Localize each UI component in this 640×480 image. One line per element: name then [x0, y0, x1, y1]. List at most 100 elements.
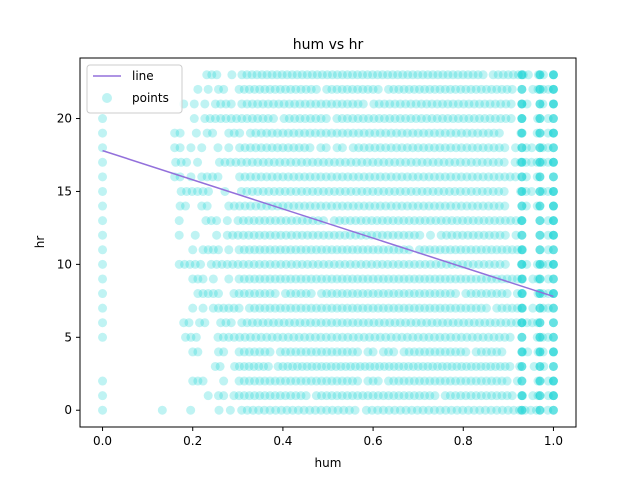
scatter-point [327, 405, 337, 415]
scatter-point [265, 303, 275, 313]
scatter-point [362, 157, 372, 167]
scatter-point [461, 376, 471, 386]
scatter-point [386, 332, 396, 342]
scatter-point [548, 186, 558, 196]
scatter-point [367, 405, 377, 415]
scatter-point [433, 157, 443, 167]
scatter-point [440, 128, 450, 138]
scatter-point [278, 361, 288, 371]
scatter-point [308, 157, 318, 167]
scatter-point [260, 245, 270, 255]
scatter-point [429, 128, 439, 138]
scatter-point [535, 376, 545, 386]
scatter-point [279, 114, 289, 124]
scatter-point [332, 376, 342, 386]
scatter-point [436, 216, 446, 226]
scatter-point [409, 216, 419, 226]
scatter-point [455, 157, 465, 167]
scatter-point [408, 128, 418, 138]
scatter-point [502, 303, 512, 313]
scatter-point [305, 332, 315, 342]
scatter-point [412, 186, 422, 196]
scatter-point [535, 303, 545, 313]
scatter-point [497, 289, 507, 299]
scatter-point [367, 259, 377, 269]
scatter-point [406, 114, 416, 124]
scatter-point [229, 332, 239, 342]
scatter-point [98, 391, 108, 401]
scatter-point [473, 201, 483, 211]
scatter-point [368, 391, 378, 401]
scatter-point [461, 245, 471, 255]
scatter-point [444, 186, 454, 196]
scatter-point [302, 186, 312, 196]
scatter-point [306, 347, 316, 357]
scatter-point [527, 186, 537, 196]
scatter-point [313, 259, 323, 269]
scatter-point [473, 332, 483, 342]
scatter-point [385, 114, 395, 124]
scatter-point [267, 70, 277, 80]
scatter-point [301, 245, 311, 255]
scatter-point [483, 186, 493, 196]
scatter-point [416, 114, 426, 124]
scatter-point [269, 318, 279, 328]
scatter-point [337, 289, 347, 299]
scatter-point [308, 186, 318, 196]
scatter-point [291, 186, 301, 196]
scatter-point [307, 361, 317, 371]
scatter-point [332, 303, 342, 313]
scatter-point [198, 186, 208, 196]
scatter-point [98, 143, 108, 153]
scatter-point [300, 172, 310, 182]
scatter-point [492, 405, 502, 415]
scatter-point [212, 216, 222, 226]
scatter-point [478, 70, 488, 80]
scatter-point [234, 361, 244, 371]
scatter-point [208, 289, 218, 299]
scatter-point [412, 157, 422, 167]
scatter-point [479, 230, 489, 240]
scatter-point [394, 84, 404, 94]
scatter-point [517, 318, 527, 328]
scatter-point [322, 84, 332, 94]
scatter-point [440, 391, 450, 401]
scatter-point [535, 186, 545, 196]
scatter-point [453, 318, 463, 328]
scatter-point [535, 201, 545, 211]
scatter-point [280, 289, 290, 299]
scatter-point [342, 70, 352, 80]
scatter-point [406, 318, 416, 328]
scatter-point [392, 332, 402, 342]
scatter-point [255, 289, 265, 299]
scatter-point [406, 157, 416, 167]
scatter-point [377, 230, 387, 240]
scatter-point [535, 361, 545, 371]
scatter-point [364, 332, 374, 342]
scatter-point [157, 405, 167, 415]
scatter-point [193, 289, 203, 299]
scatter-point [463, 405, 473, 415]
scatter-point [305, 143, 315, 153]
scatter-point [502, 391, 512, 401]
scatter-point [274, 318, 284, 328]
scatter-point [358, 99, 368, 109]
scatter-point [265, 289, 275, 299]
legend: line points [86, 64, 183, 114]
scatter-point [440, 274, 450, 284]
scatter-point [98, 376, 108, 386]
scatter-point [337, 201, 347, 211]
scatter-point [265, 376, 275, 386]
scatter-point [535, 114, 545, 124]
scatter-point [506, 216, 516, 226]
scatter-point [283, 201, 293, 211]
scatter-point [494, 332, 504, 342]
scatter-point [354, 143, 364, 153]
scatter-point [535, 405, 545, 415]
scatter-point [322, 347, 332, 357]
scatter-point [478, 201, 488, 211]
scatter-point [251, 172, 261, 182]
scatter-point [476, 289, 486, 299]
scatter-point [408, 332, 418, 342]
scatter-point [378, 391, 388, 401]
